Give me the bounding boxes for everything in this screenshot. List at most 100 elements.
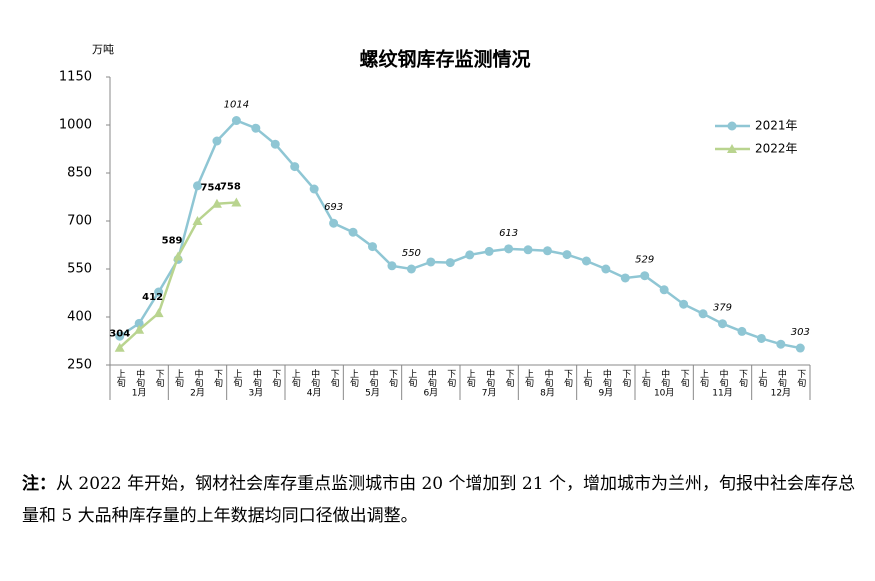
- x-tick-label: 上旬: [290, 369, 301, 388]
- group-label: 12月: [771, 388, 791, 399]
- point: [659, 285, 669, 295]
- data-label: 550: [402, 248, 421, 259]
- x-tick-label: 上旬: [173, 369, 184, 388]
- x-tick-label: 下旬: [504, 369, 514, 388]
- x-tick-label: 下旬: [795, 369, 806, 388]
- point: [211, 198, 222, 208]
- x-tick-label: 中旬: [601, 368, 612, 388]
- y-tick-label: 850: [67, 166, 92, 181]
- point: [309, 184, 319, 194]
- group-label: 7月: [482, 388, 497, 399]
- legend-marker: [727, 144, 737, 153]
- point: [523, 245, 533, 255]
- x-tick-label: 中旬: [543, 368, 554, 388]
- x-tick-label: 中旬: [426, 368, 437, 388]
- x-tick-label: 中旬: [251, 368, 261, 388]
- data-label: 589: [162, 236, 183, 247]
- data-label: 1014: [224, 100, 249, 111]
- y-unit: 万吨: [92, 43, 114, 56]
- x-tick-label: 下旬: [562, 369, 573, 388]
- point: [114, 342, 125, 352]
- x-tick-label: 中旬: [368, 368, 379, 388]
- y-tick-label: 400: [67, 310, 92, 325]
- point: [601, 264, 611, 274]
- note-label: 注：: [22, 474, 56, 494]
- point: [270, 139, 280, 149]
- group-label: 3月: [248, 388, 263, 399]
- point: [465, 250, 475, 260]
- x-tick-label: 中旬: [134, 368, 145, 388]
- point: [368, 242, 377, 252]
- point: [153, 308, 164, 318]
- point: [718, 319, 727, 329]
- note: 注：从 2022 年开始，钢材社会库存重点监测城市由 20 个增加到 21 个，…: [22, 468, 862, 532]
- point: [504, 244, 514, 254]
- group-label: 1月: [132, 388, 147, 399]
- point: [543, 246, 552, 256]
- point: [562, 250, 572, 260]
- x-tick-label: 上旬: [523, 369, 534, 388]
- x-tick-label: 上旬: [756, 369, 767, 388]
- point: [329, 218, 339, 228]
- y-tick-label: 1000: [59, 118, 92, 133]
- point: [406, 264, 416, 274]
- group-label: 8月: [540, 388, 555, 399]
- point: [231, 116, 241, 126]
- group-label: 4月: [307, 388, 322, 399]
- group-label: 2月: [190, 388, 205, 399]
- y-tick-label: 550: [67, 262, 92, 277]
- point: [134, 324, 145, 334]
- legend-marker: [727, 121, 737, 131]
- group-label: 9月: [598, 388, 613, 399]
- chart-title: 螺纹钢库存监测情况: [359, 48, 530, 71]
- data-label: 303: [791, 327, 810, 338]
- point: [795, 343, 805, 353]
- point: [445, 258, 455, 268]
- x-tick-label: 下旬: [154, 369, 165, 388]
- x-tick-label: 上旬: [231, 369, 242, 388]
- data-label: 693: [324, 202, 343, 213]
- point: [581, 256, 591, 266]
- data-label: 529: [635, 255, 654, 266]
- point: [698, 309, 708, 319]
- point: [173, 251, 184, 261]
- point: [115, 331, 125, 341]
- data-label: 304: [109, 329, 130, 340]
- x-tick-label: 下旬: [270, 369, 281, 388]
- x-tick-label: 上旬: [348, 369, 359, 388]
- group-label: 10月: [654, 388, 674, 399]
- point: [251, 123, 261, 133]
- x-tick-label: 下旬: [620, 369, 631, 388]
- x-tick-label: 中旬: [776, 368, 787, 388]
- point: [290, 162, 300, 172]
- x-tick-label: 下旬: [212, 369, 223, 388]
- x-tick-label: 下旬: [387, 369, 398, 388]
- group-label: 6月: [423, 388, 438, 399]
- data-label: 758: [220, 181, 241, 192]
- series-line: [119, 119, 801, 350]
- point: [387, 261, 397, 271]
- x-tick-label: 下旬: [329, 369, 340, 388]
- point: [134, 318, 144, 328]
- group-label: 11月: [712, 388, 732, 399]
- point: [426, 257, 436, 267]
- point: [193, 181, 202, 191]
- point: [756, 333, 766, 343]
- data-label: 412: [142, 292, 163, 303]
- y-tick-label: 700: [67, 214, 92, 229]
- point: [679, 299, 689, 309]
- point: [640, 271, 650, 281]
- x-tick-label: 上旬: [581, 369, 592, 388]
- x-tick-label: 上旬: [698, 369, 709, 388]
- x-tick-label: 中旬: [193, 368, 204, 388]
- x-tick-label: 中旬: [309, 368, 320, 388]
- point: [231, 197, 242, 207]
- x-tick-label: 上旬: [465, 369, 476, 388]
- legend-label: 2022年: [755, 142, 798, 156]
- group-label: 5月: [365, 388, 380, 399]
- legend-label: 2021年: [755, 119, 798, 133]
- x-tick-label: 中旬: [718, 368, 729, 388]
- point: [154, 287, 164, 297]
